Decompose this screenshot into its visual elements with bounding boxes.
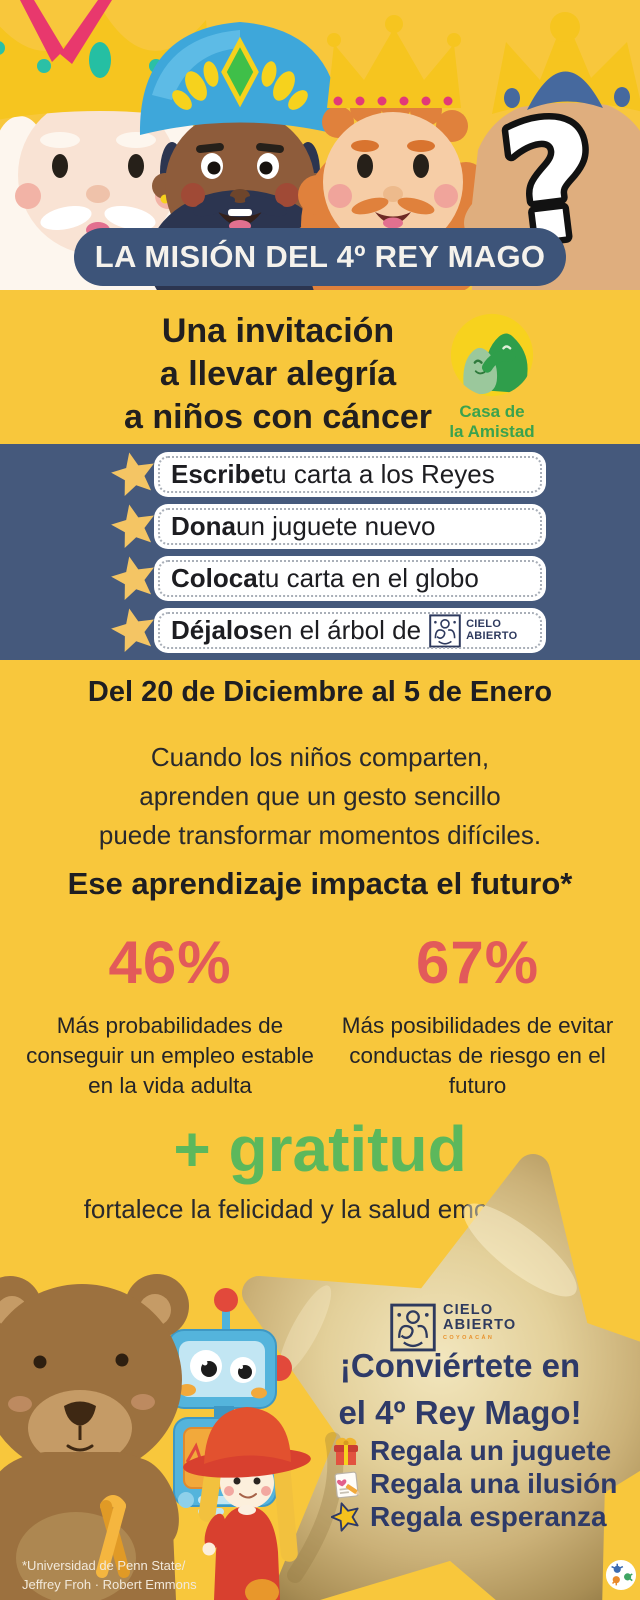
intro-line-2: a llevar alegría (159, 355, 397, 393)
intro-line-1: Una invitación (161, 312, 395, 350)
intro-line-3: a niños con cáncer (124, 398, 432, 436)
three-kings-illustration: ? (0, 0, 640, 290)
gratitude-headline: + gratitud (173, 1113, 467, 1185)
doll-toy (183, 1407, 311, 1600)
step-3-keyword: Coloca (171, 563, 258, 593)
cielo-abierto-ornament-icon (390, 1303, 436, 1352)
teddy-bear-toy (0, 1274, 189, 1600)
step-1-text: tu carta a los Reyes (264, 459, 495, 489)
cta-item-ilusion: Regala una ilusión (331, 1468, 617, 1499)
step-pill-dejalos: Déjalos en el árbol de CIELO ABIERTO (154, 608, 546, 653)
cta-items: Regala un juguete Regala una ilusión (331, 1435, 617, 1532)
stat-risk-avoidance: 67% Más posibilidades de evitar conducta… (330, 928, 625, 1101)
stat-employment: 46% Más probabilidades de conseguir un e… (15, 928, 325, 1101)
step-4-text: en el árbol de (263, 615, 422, 645)
cielo-abierto-logo-small: CIELO ABIERTO (429, 613, 517, 648)
step-2-text: un juguete nuevo (236, 511, 436, 541)
step-4-keyword: Déjalos (171, 615, 264, 645)
stat-value-67: 67% (415, 929, 540, 996)
stat-caption-67: Más posibilidades de evitar conductas de… (341, 1013, 614, 1098)
gold-star-icon (331, 1502, 359, 1532)
impact-heading: Ese aprendizaje impacta el futuro* (67, 866, 573, 901)
cta-item-esperanza: Regala esperanza (331, 1501, 617, 1532)
corner-network-logo-icon (605, 1559, 637, 1591)
casa-logo-name: Casa de la Amistad (449, 402, 535, 441)
intro-heading: Una invitación a llevar alegría a niños … (58, 310, 498, 439)
step-pill-escribe: Escribe tu carta a los Reyes (154, 452, 546, 497)
cielo-abierto-logo: CIELO ABIERTO COYOACÁN (390, 1303, 516, 1352)
casa-de-la-amistad-logo-icon (450, 313, 534, 397)
stat-value-46: 46% (108, 929, 232, 996)
stat-caption-46: Más probabilidades de conseguir un emple… (26, 1013, 314, 1098)
cta-item-juguete: Regala un juguete (331, 1435, 617, 1466)
step-2-keyword: Dona (171, 511, 236, 541)
footnote: *Universidad de Penn State/ Jeffrey Froh… (22, 1558, 197, 1592)
star-bullet-icon (111, 608, 154, 653)
star-bullet-icon (111, 452, 154, 497)
star-bullet-icon (111, 556, 154, 601)
letter-icon (334, 1471, 360, 1499)
intro-paragraph: Cuando los niños comparten, aprenden que… (98, 742, 542, 850)
gift-icon (334, 1437, 358, 1465)
cta-heading: ¡Conviértete en el 4º Rey Mago! (338, 1347, 582, 1431)
date-heading: Del 20 de Diciembre al 5 de Enero (87, 676, 553, 708)
step-pill-coloca: Coloca tu carta en el globo (154, 556, 546, 601)
gold-ribbon-icon (96, 1495, 130, 1578)
step-pill-dona: Dona un juguete nuevo (154, 504, 546, 549)
cielo-abierto-ornament-icon (429, 613, 461, 648)
title-banner: LA MISIÓN DEL 4º REY MAGO (74, 228, 566, 286)
step-3-text: tu carta en el globo (257, 563, 479, 593)
cielo-abierto-wordmark: CIELO ABIERTO COYOACÁN (443, 1302, 517, 1342)
title-banner-text: LA MISIÓN DEL 4º REY MAGO (94, 239, 546, 274)
casa-de-la-amistad-logo: Casa de la Amistad para niños con cáncer (436, 312, 548, 454)
step-1-keyword: Escribe (171, 459, 265, 489)
star-bullet-icon (111, 504, 154, 549)
